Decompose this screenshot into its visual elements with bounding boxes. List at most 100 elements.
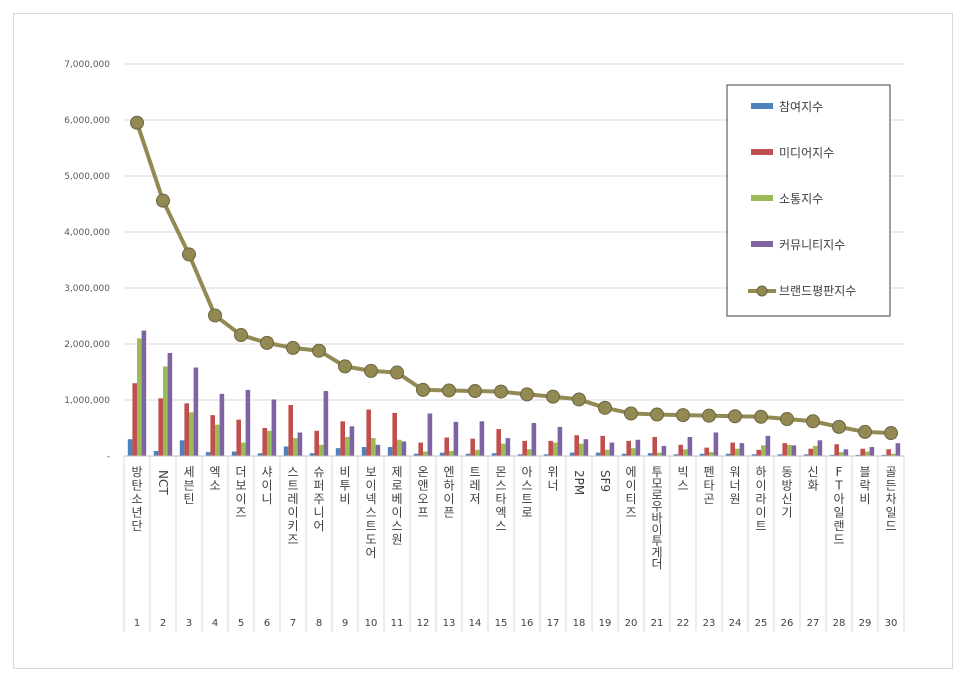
bar: [418, 442, 423, 456]
bar: [470, 438, 475, 456]
bar: [323, 391, 329, 456]
bar: [137, 338, 142, 456]
bar: [427, 413, 433, 456]
bar: [215, 424, 220, 456]
bar: [475, 449, 480, 456]
bar: [895, 443, 901, 456]
bar: [829, 454, 835, 456]
line-point: [286, 340, 300, 355]
rank-label: 8: [316, 618, 322, 629]
rank-label: 10: [365, 618, 378, 629]
legend-swatch: [751, 149, 773, 155]
bar: [777, 454, 783, 456]
bar: [413, 453, 419, 456]
chart-frame: - 1,000,000 2,000,000 3,000,000 4,000,000 5,0…: [13, 13, 953, 669]
bar: [834, 444, 839, 456]
bar: [782, 443, 787, 456]
bar: [387, 447, 393, 456]
bar: [687, 436, 693, 456]
legend-swatch: [751, 195, 773, 201]
bar: [609, 442, 615, 456]
bar: [699, 453, 705, 456]
bar: [803, 454, 809, 456]
bar: [205, 452, 211, 456]
legend-swatch: [751, 103, 773, 109]
rank-label: 19: [599, 618, 612, 629]
rank-label: 14: [469, 618, 482, 629]
bar: [600, 435, 605, 456]
bar: [153, 450, 159, 456]
bar: [579, 443, 584, 456]
bar: [647, 453, 653, 456]
bar: [725, 453, 731, 456]
bar: [293, 438, 298, 456]
rank-label: 22: [677, 618, 690, 629]
bar: [595, 452, 601, 456]
y-tick-label: 1,000,000: [64, 396, 110, 406]
bar: [557, 426, 563, 456]
bar: [761, 445, 766, 456]
bar: [423, 451, 428, 456]
bar: [839, 452, 844, 456]
bar: [527, 449, 532, 456]
rank-label: 6: [264, 618, 270, 629]
bar: [886, 449, 891, 456]
bar: [881, 454, 887, 456]
category-label: SF9: [598, 470, 612, 492]
bar: [219, 393, 225, 456]
bar: [891, 453, 896, 456]
bar: [371, 438, 376, 456]
bar: [184, 403, 189, 456]
bar: [397, 439, 402, 456]
bar: [340, 421, 345, 456]
rank-label: 21: [651, 618, 664, 629]
line-point: [858, 424, 872, 439]
rank-label: 5: [238, 618, 244, 629]
line-point: [572, 392, 586, 407]
legend-label: 소통지수: [779, 192, 823, 206]
bar: [309, 453, 315, 456]
bar: [335, 448, 341, 456]
line-point: [468, 384, 482, 399]
bar: [345, 436, 350, 456]
line-point: [312, 343, 326, 358]
bar: [678, 444, 683, 456]
bar: [855, 454, 861, 456]
bar: [661, 445, 667, 456]
y-tick-label: 6,000,000: [64, 116, 110, 126]
bar: [439, 452, 445, 456]
bar: [704, 447, 709, 456]
line-point: [260, 335, 274, 350]
rank-label: 1: [134, 618, 140, 629]
line-point: [520, 387, 534, 402]
bar: [673, 454, 679, 456]
rank-label: 26: [781, 618, 794, 629]
x-axis: 방 탄 소 년 단 1 NCT 2 세 븐 틴 3 엑 소 4 더 보 이 즈 5 샤 이 니 6 스 트 레 이 키 즈 7 슈 퍼 주 니 어 8 비…: [123, 455, 905, 632]
bar: [756, 449, 761, 456]
bar: [319, 444, 324, 456]
rank-label: 27: [807, 618, 820, 629]
category-label: NCT: [156, 470, 170, 495]
rank-label: 18: [573, 618, 586, 629]
line-point: [494, 384, 508, 399]
bar: [127, 439, 133, 456]
bar: [189, 412, 194, 456]
rank-label: 15: [495, 618, 508, 629]
line-point: [364, 363, 378, 378]
line-point: [780, 412, 794, 427]
bar: [453, 421, 459, 456]
bar: [465, 453, 471, 456]
